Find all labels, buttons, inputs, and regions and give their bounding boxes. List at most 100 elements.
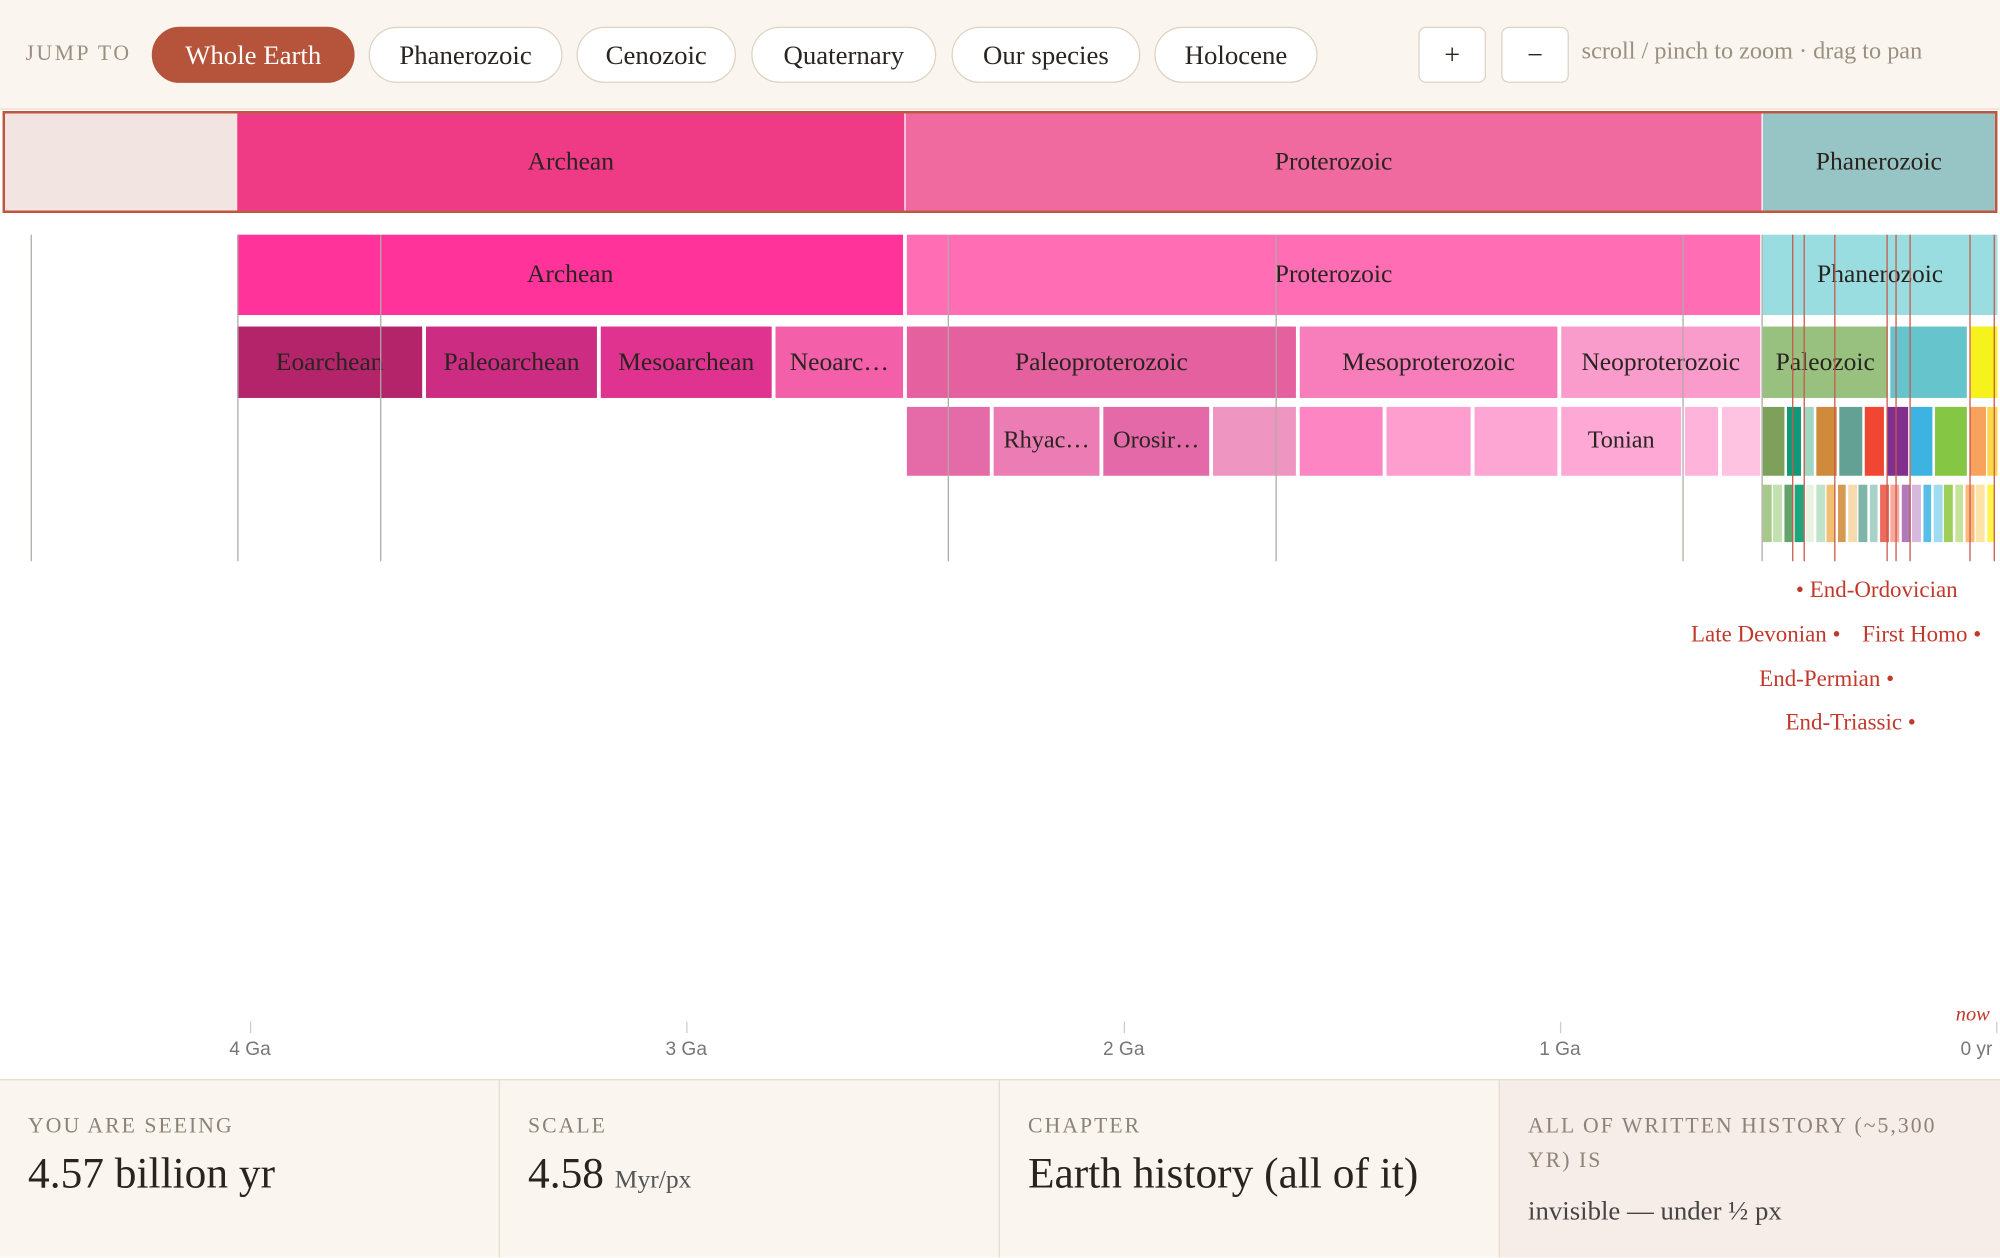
event-line [1909, 234, 1911, 562]
tick-label: 0 yr [1960, 1038, 1993, 1060]
now-label: now [1955, 1003, 1990, 1026]
period [1987, 406, 1998, 476]
event-label[interactable]: • End-Ordovician [1795, 576, 1958, 603]
event-label[interactable]: First Homo • [1862, 621, 1982, 647]
stat-unit: Myr/px [614, 1165, 692, 1194]
period [1816, 406, 1837, 476]
overview-segment: Archean [237, 113, 905, 211]
event-line [1886, 234, 1888, 562]
period[interactable] [1299, 406, 1383, 476]
era[interactable]: Paleozoic [1762, 326, 1888, 398]
stat-label: YOU ARE SEEING [28, 1113, 234, 1138]
period[interactable] [1684, 406, 1719, 476]
stat-card: ALL OF WRITTEN HISTORY (~5,300 YR) IS in… [1499, 1079, 2000, 1258]
jump-button[interactable]: Holocene [1154, 26, 1318, 83]
eon[interactable]: Phanerozoic [1762, 234, 1998, 316]
period [1786, 406, 1802, 476]
epoch [1869, 484, 1879, 543]
boundary-line [237, 234, 239, 562]
epoch [1858, 484, 1868, 543]
epoch [1826, 484, 1836, 543]
period [1839, 406, 1863, 476]
epoch [1954, 484, 1964, 543]
tick-label: 4 Ga [229, 1038, 271, 1060]
event-label[interactable]: Late Devonian • [1690, 621, 1841, 647]
overview[interactable] [2, 110, 1998, 214]
era[interactable]: Mesoarchean [600, 326, 772, 398]
epoch [1986, 484, 1996, 543]
eon[interactable]: Proterozoic [906, 234, 1761, 316]
period [1934, 406, 1967, 476]
event-name: End-Triassic [1785, 709, 1903, 735]
period[interactable]: Orosir… [1103, 406, 1210, 476]
stat-value: invisible — under ½ px [1528, 1195, 1782, 1226]
event-line [1993, 234, 1995, 562]
period[interactable] [1474, 406, 1558, 476]
epoch [1773, 484, 1783, 543]
stat-value: 4.58 [528, 1150, 604, 1198]
stat-value: Earth history (all of it) [1028, 1150, 1419, 1198]
zoom-in[interactable]: + [1418, 26, 1486, 83]
era[interactable]: Neoproterozoic [1561, 326, 1761, 398]
epoch [1944, 484, 1953, 543]
period[interactable]: Tonian [1561, 406, 1682, 476]
era[interactable]: Neoarc… [775, 326, 904, 398]
boundary-line [1761, 234, 1763, 562]
period [1762, 406, 1785, 476]
boundary-line [380, 234, 382, 562]
event-label[interactable]: End-Permian • [1759, 665, 1895, 692]
event-line [1792, 234, 1794, 562]
period [1864, 406, 1884, 476]
period[interactable] [1386, 406, 1471, 476]
period[interactable]: Rhyac… [993, 406, 1100, 476]
tick-label: 1 Ga [1539, 1038, 1581, 1060]
event-line [1834, 234, 1836, 562]
stat-value-row: 4.58 Myr/px [528, 1151, 971, 1199]
eon[interactable]: Archean [237, 234, 904, 316]
stat-card: CHAPTER Earth history (all of it) [999, 1079, 1500, 1258]
boundary-line [1275, 234, 1277, 562]
tick-mark [1996, 1021, 1998, 1034]
era[interactable] [1970, 326, 1998, 398]
epoch [1794, 484, 1804, 543]
epoch [1976, 484, 1985, 543]
stat-label: ALL OF WRITTEN HISTORY (~5,300 YR) IS [1528, 1113, 1937, 1173]
hint: scroll / pinch to zoom · drag to pan [1581, 38, 1923, 66]
stat-label: SCALE [528, 1113, 607, 1138]
tick-mark [1123, 1021, 1125, 1034]
epoch [1922, 484, 1932, 543]
stat-value: 4.57 billion yr [28, 1150, 276, 1198]
era[interactable] [1890, 326, 1967, 398]
jump-button[interactable]: Our species [951, 26, 1141, 83]
epoch [1805, 484, 1815, 543]
tick-mark [249, 1021, 252, 1034]
era[interactable]: Eoarchean [237, 326, 423, 398]
jump-button[interactable]: Whole Earth [151, 26, 355, 83]
era[interactable]: Paleoarchean [426, 326, 597, 398]
jump-button[interactable]: Phanerozoic [368, 26, 563, 83]
epoch [1837, 484, 1847, 543]
jump-label: JUMP TO [25, 40, 132, 66]
jump-button[interactable]: Cenozoic [576, 26, 736, 83]
overview-segment: Phanerozoic [1762, 113, 1995, 211]
event-label[interactable]: End-Triassic • [1785, 709, 1916, 735]
event-name: End-Ordovician [1809, 576, 1958, 603]
jump-button[interactable]: Quaternary [751, 26, 937, 83]
epoch [1784, 484, 1793, 543]
overview-segment: Proterozoic [905, 113, 1762, 211]
overview-hadean [5, 113, 238, 211]
boundary-line [1682, 234, 1684, 562]
period[interactable] [1213, 406, 1296, 476]
stat-card: SCALE 4.58 Myr/px [499, 1079, 1000, 1258]
period[interactable] [1721, 406, 1761, 476]
tick-label: 3 Ga [665, 1038, 707, 1060]
event-line [1895, 234, 1897, 562]
era[interactable]: Mesoproterozoic [1299, 326, 1558, 398]
boundary-line [947, 234, 949, 562]
tick-mark [1559, 1021, 1562, 1034]
epoch [1762, 484, 1772, 543]
zoom-out[interactable]: − [1501, 26, 1569, 83]
era[interactable]: Paleoproterozoic [906, 326, 1296, 398]
event-name: Late Devonian [1690, 621, 1827, 647]
